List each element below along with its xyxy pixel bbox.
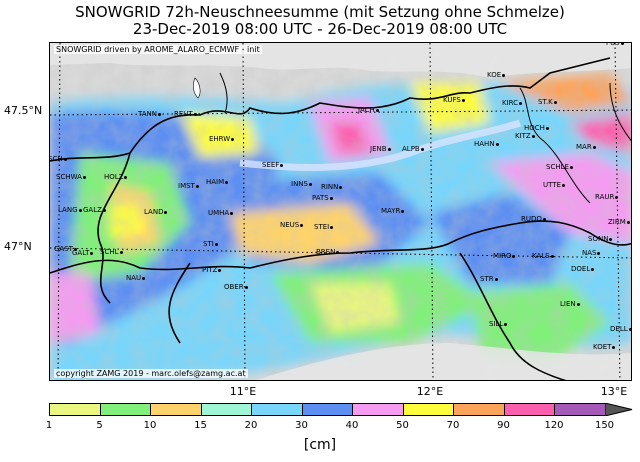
station-label: SCHWA: [56, 173, 86, 181]
region-borders: [219, 72, 631, 204]
colorbar-tick-label: 70: [446, 420, 460, 431]
copyright-credit: copyright ZAMG 2019 - marc.olefs@zamg.ac…: [54, 369, 248, 378]
station-label: NEUS: [280, 221, 304, 229]
station-label: SCH: [50, 155, 67, 163]
colorbar-tick-label: 10: [143, 420, 157, 431]
colorbar-segment: [453, 403, 505, 416]
station-label: EHRW: [209, 135, 235, 143]
station-label: MAYR: [381, 207, 405, 215]
station-label: KOET: [593, 343, 616, 351]
station-label: ALPB: [402, 145, 424, 153]
station-label: PATS: [312, 194, 333, 202]
station-label: SCHL: [100, 248, 123, 256]
lake: [193, 77, 201, 99]
country-borders: [50, 57, 631, 380]
map-graphic: [50, 43, 631, 380]
colorbar-tick-label: 40: [345, 420, 359, 431]
station-label: STI: [203, 240, 218, 248]
station-label: INNS: [291, 180, 312, 188]
lowland-south: [256, 343, 631, 380]
station-label: PITZ: [202, 266, 222, 274]
station-label: SCHLE: [546, 163, 573, 171]
station-label: RINN: [321, 183, 343, 191]
station-label: SONN: [588, 235, 613, 243]
colorbar-segment: [200, 403, 252, 416]
colorbar-segment: [554, 403, 606, 416]
colorbar-tick-label: 20: [244, 420, 258, 431]
station-label: HOLZ: [104, 173, 128, 181]
station-label: NAS: [582, 249, 601, 257]
station-label: KOE: [487, 71, 506, 79]
colorbar-segment: [352, 403, 404, 416]
station-label: UTTE: [543, 181, 565, 189]
station-label: IMST: [178, 182, 199, 190]
station-label: JENB: [370, 145, 391, 153]
station-label: RUDO: [521, 215, 546, 223]
station-label: HOCH: [524, 124, 549, 132]
colorbar-segment: [503, 403, 555, 416]
station-label: SILL: [489, 320, 508, 328]
map-title: SNOWGRID 72h-Neuschneesumme (mit Setzung…: [75, 3, 565, 21]
inn-valley: [239, 119, 522, 171]
station-label: NAU: [126, 274, 146, 282]
station-label: SEEF: [262, 161, 284, 169]
lon-label-12: 12°E: [416, 385, 444, 398]
station-label: JACH: [358, 106, 379, 114]
station-label: STEI: [314, 223, 334, 231]
lat-label-47-5: 47.5°N: [4, 104, 43, 117]
map-subtitle: 23-Dec-2019 08:00 UTC - 26-Dec-2019 08:0…: [132, 20, 508, 38]
station-label: GAST: [54, 245, 77, 253]
model-credit: SNOWGRID driven by AROME_ALARO_ECMWF - i…: [54, 45, 262, 54]
station-label: KIRC: [502, 99, 523, 107]
colorbar-tick-label: 120: [544, 420, 564, 431]
colorbar-extend-arrow: [604, 403, 632, 416]
colorbar-tick-label: 15: [194, 420, 207, 431]
station-label: MIRO: [493, 252, 516, 260]
colorbar-tick-label: 90: [497, 420, 510, 431]
station-label: HAHN: [474, 140, 499, 148]
station-label: LAND: [144, 208, 168, 216]
colorbar-tick-label: 5: [96, 420, 103, 431]
station-label: UMHA: [208, 209, 234, 217]
relief-texture: [50, 43, 631, 380]
station-label: LANG: [58, 206, 82, 214]
station-label: DELL: [610, 325, 631, 333]
station-label: BREN: [316, 248, 340, 256]
station-label: DOEL: [571, 265, 595, 273]
station-label: MAR: [576, 143, 596, 151]
colorbar-tick-label: 150: [594, 420, 615, 431]
station-label: ZIRM: [608, 218, 630, 226]
station-label: OBER: [224, 283, 248, 291]
colorbar-tick-label: 1: [45, 420, 53, 431]
lon-label-13: 13°E: [600, 385, 628, 398]
station-label: REUT: [174, 110, 197, 118]
colorbar-unit: [cm]: [303, 437, 337, 453]
station-label: GALZ: [83, 206, 106, 214]
colorbar-tick-label: 30: [295, 420, 308, 431]
colorbar-segment: [402, 403, 454, 416]
station-label: HAIM: [206, 178, 229, 186]
station-label: LIEN: [560, 300, 580, 308]
station-label: STR: [480, 275, 498, 283]
station-label: KUFS: [443, 96, 465, 104]
colorbar-segment: [301, 403, 353, 416]
snow-map: SNOWGRID driven by AROME_ALARO_ECMWF - i…: [49, 42, 632, 381]
station-label: TANN: [138, 110, 161, 118]
colorbar-segment: [99, 403, 151, 416]
station-label: FÜS: [606, 43, 624, 47]
colorbar-segment: [251, 403, 303, 416]
lat-label-47: 47°N: [4, 240, 32, 253]
lon-label-11: 11°E: [229, 385, 257, 398]
colorbar-segment: [150, 403, 202, 416]
colorbar-segment: [49, 403, 101, 416]
station-label: GALT: [72, 249, 94, 257]
colorbar: [49, 403, 632, 416]
colorbar-tick-label: 50: [396, 420, 409, 431]
station-label: KITZ: [515, 132, 535, 140]
station-label: KALS: [532, 252, 554, 260]
station-label: ST.K: [538, 98, 557, 106]
station-label: RAUR: [595, 193, 619, 201]
